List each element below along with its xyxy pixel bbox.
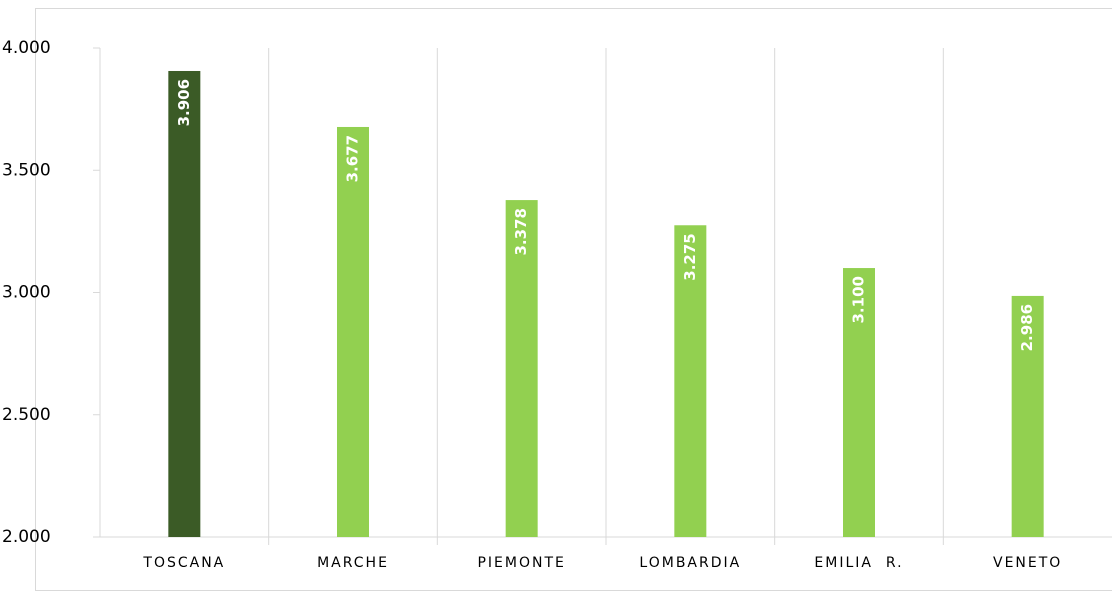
y-tick-label: 2.500: [2, 405, 51, 425]
bar: [168, 70, 201, 537]
y-tick-label: 2.000: [2, 527, 51, 547]
x-tick-label: TOSCANA: [142, 555, 225, 571]
y-tick-label: 4.000: [2, 38, 51, 58]
value-label: 3.906: [175, 79, 193, 126]
value-label: 3.100: [850, 276, 868, 323]
value-label: 3.677: [344, 135, 362, 182]
chart-frame: [35, 8, 1112, 591]
bar: [337, 126, 369, 537]
y-tick-label: 3.500: [2, 160, 51, 180]
bar: [1011, 295, 1044, 537]
x-tick-label: VENETO: [993, 555, 1062, 571]
value-label: 3.275: [681, 233, 699, 280]
value-label: 2.986: [1018, 304, 1036, 351]
x-tick-label: LOMBARDIA: [639, 555, 741, 571]
bar: [674, 225, 707, 537]
y-tick-label: 3.000: [2, 283, 51, 303]
value-label: 3.378: [512, 208, 530, 255]
bar: [505, 200, 538, 538]
bar: [843, 268, 875, 537]
x-tick-label: EMILIA R.: [814, 555, 903, 571]
x-tick-label: PIEMONTE: [477, 555, 565, 571]
x-tick-label: MARCHE: [317, 555, 389, 571]
